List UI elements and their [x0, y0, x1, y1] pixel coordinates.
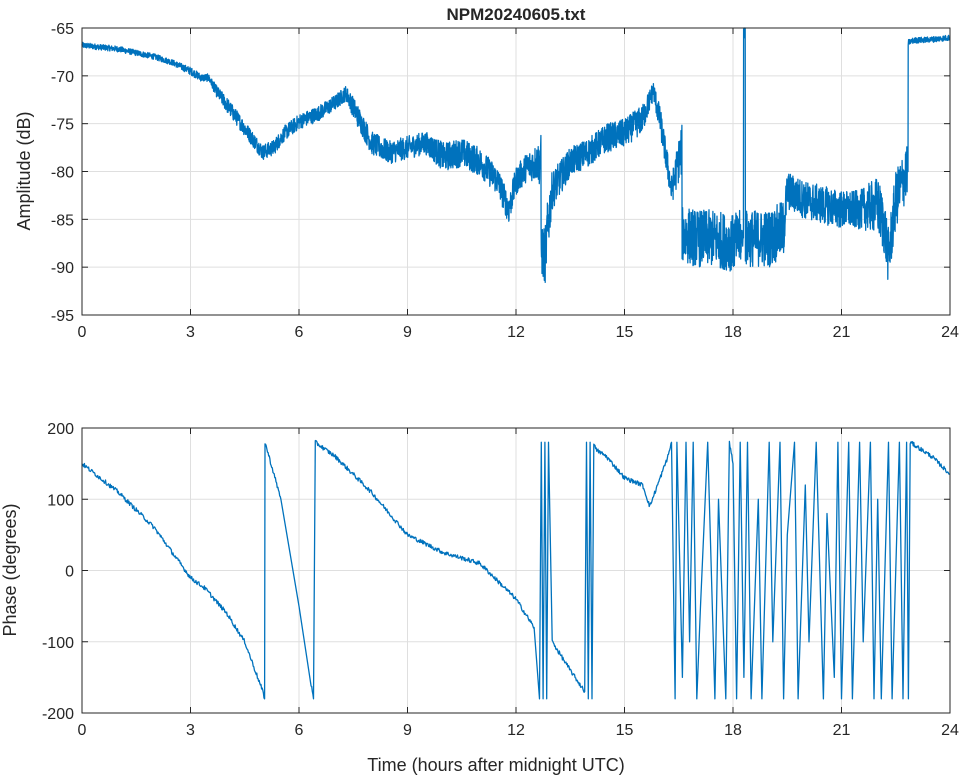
x-tick-label: 9	[403, 324, 412, 341]
y-tick-label: -85	[51, 212, 74, 229]
x-tick-label: 3	[186, 722, 195, 739]
phase-y-label: Phase (degrees)	[0, 503, 20, 636]
y-tick-label: 0	[65, 564, 74, 581]
axes-box	[81, 427, 951, 714]
x-tick-label: 0	[78, 324, 87, 341]
y-tick-label: -200	[42, 706, 74, 723]
x-tick-label: 18	[724, 722, 742, 739]
y-tick-label: -80	[51, 165, 74, 182]
x-tick-label: 0	[78, 722, 87, 739]
y-tick-label: 200	[47, 421, 74, 438]
chart-title: NPM20240605.txt	[447, 5, 586, 24]
x-tick-label: 18	[724, 324, 742, 341]
x-tick-label: 9	[403, 722, 412, 739]
x-tick-label: 24	[941, 722, 959, 739]
amplitude-axes: 0 3 6 9 12 15 18 21 24 -65 -70 -75 -80 -85 -90 -95	[51, 21, 959, 341]
x-tick-label: 21	[833, 722, 851, 739]
y-tick-label: -70	[51, 69, 74, 86]
x-tick-label: 21	[833, 324, 851, 341]
x-tick-label: 15	[616, 324, 634, 341]
x-tick-label: 3	[186, 324, 195, 341]
phase-axes: 0 3 6 9 12 15 18 21 24 200 100 0 -100 -200	[42, 421, 959, 739]
x-tick-label: 6	[295, 324, 304, 341]
x-tick-label: 6	[295, 722, 304, 739]
series-line-phase	[81, 439, 951, 700]
y-tick-label: 100	[47, 492, 74, 509]
y-tick-label: -65	[51, 21, 74, 38]
x-tick-label: 12	[507, 324, 525, 341]
x-axis-label: Time (hours after midnight UTC)	[367, 755, 624, 775]
y-tick-label: -90	[51, 260, 74, 277]
y-tick-label: -75	[51, 117, 74, 134]
series-line-amplitude	[81, 27, 951, 284]
axes-box	[81, 27, 951, 316]
x-tick-label: 12	[507, 722, 525, 739]
x-tick-label: 24	[941, 324, 959, 341]
x-tick-label: 15	[616, 722, 634, 739]
y-tick-label: -95	[51, 308, 74, 325]
y-tick-label: -100	[42, 635, 74, 652]
amplitude-y-label: Amplitude (dB)	[14, 111, 34, 230]
